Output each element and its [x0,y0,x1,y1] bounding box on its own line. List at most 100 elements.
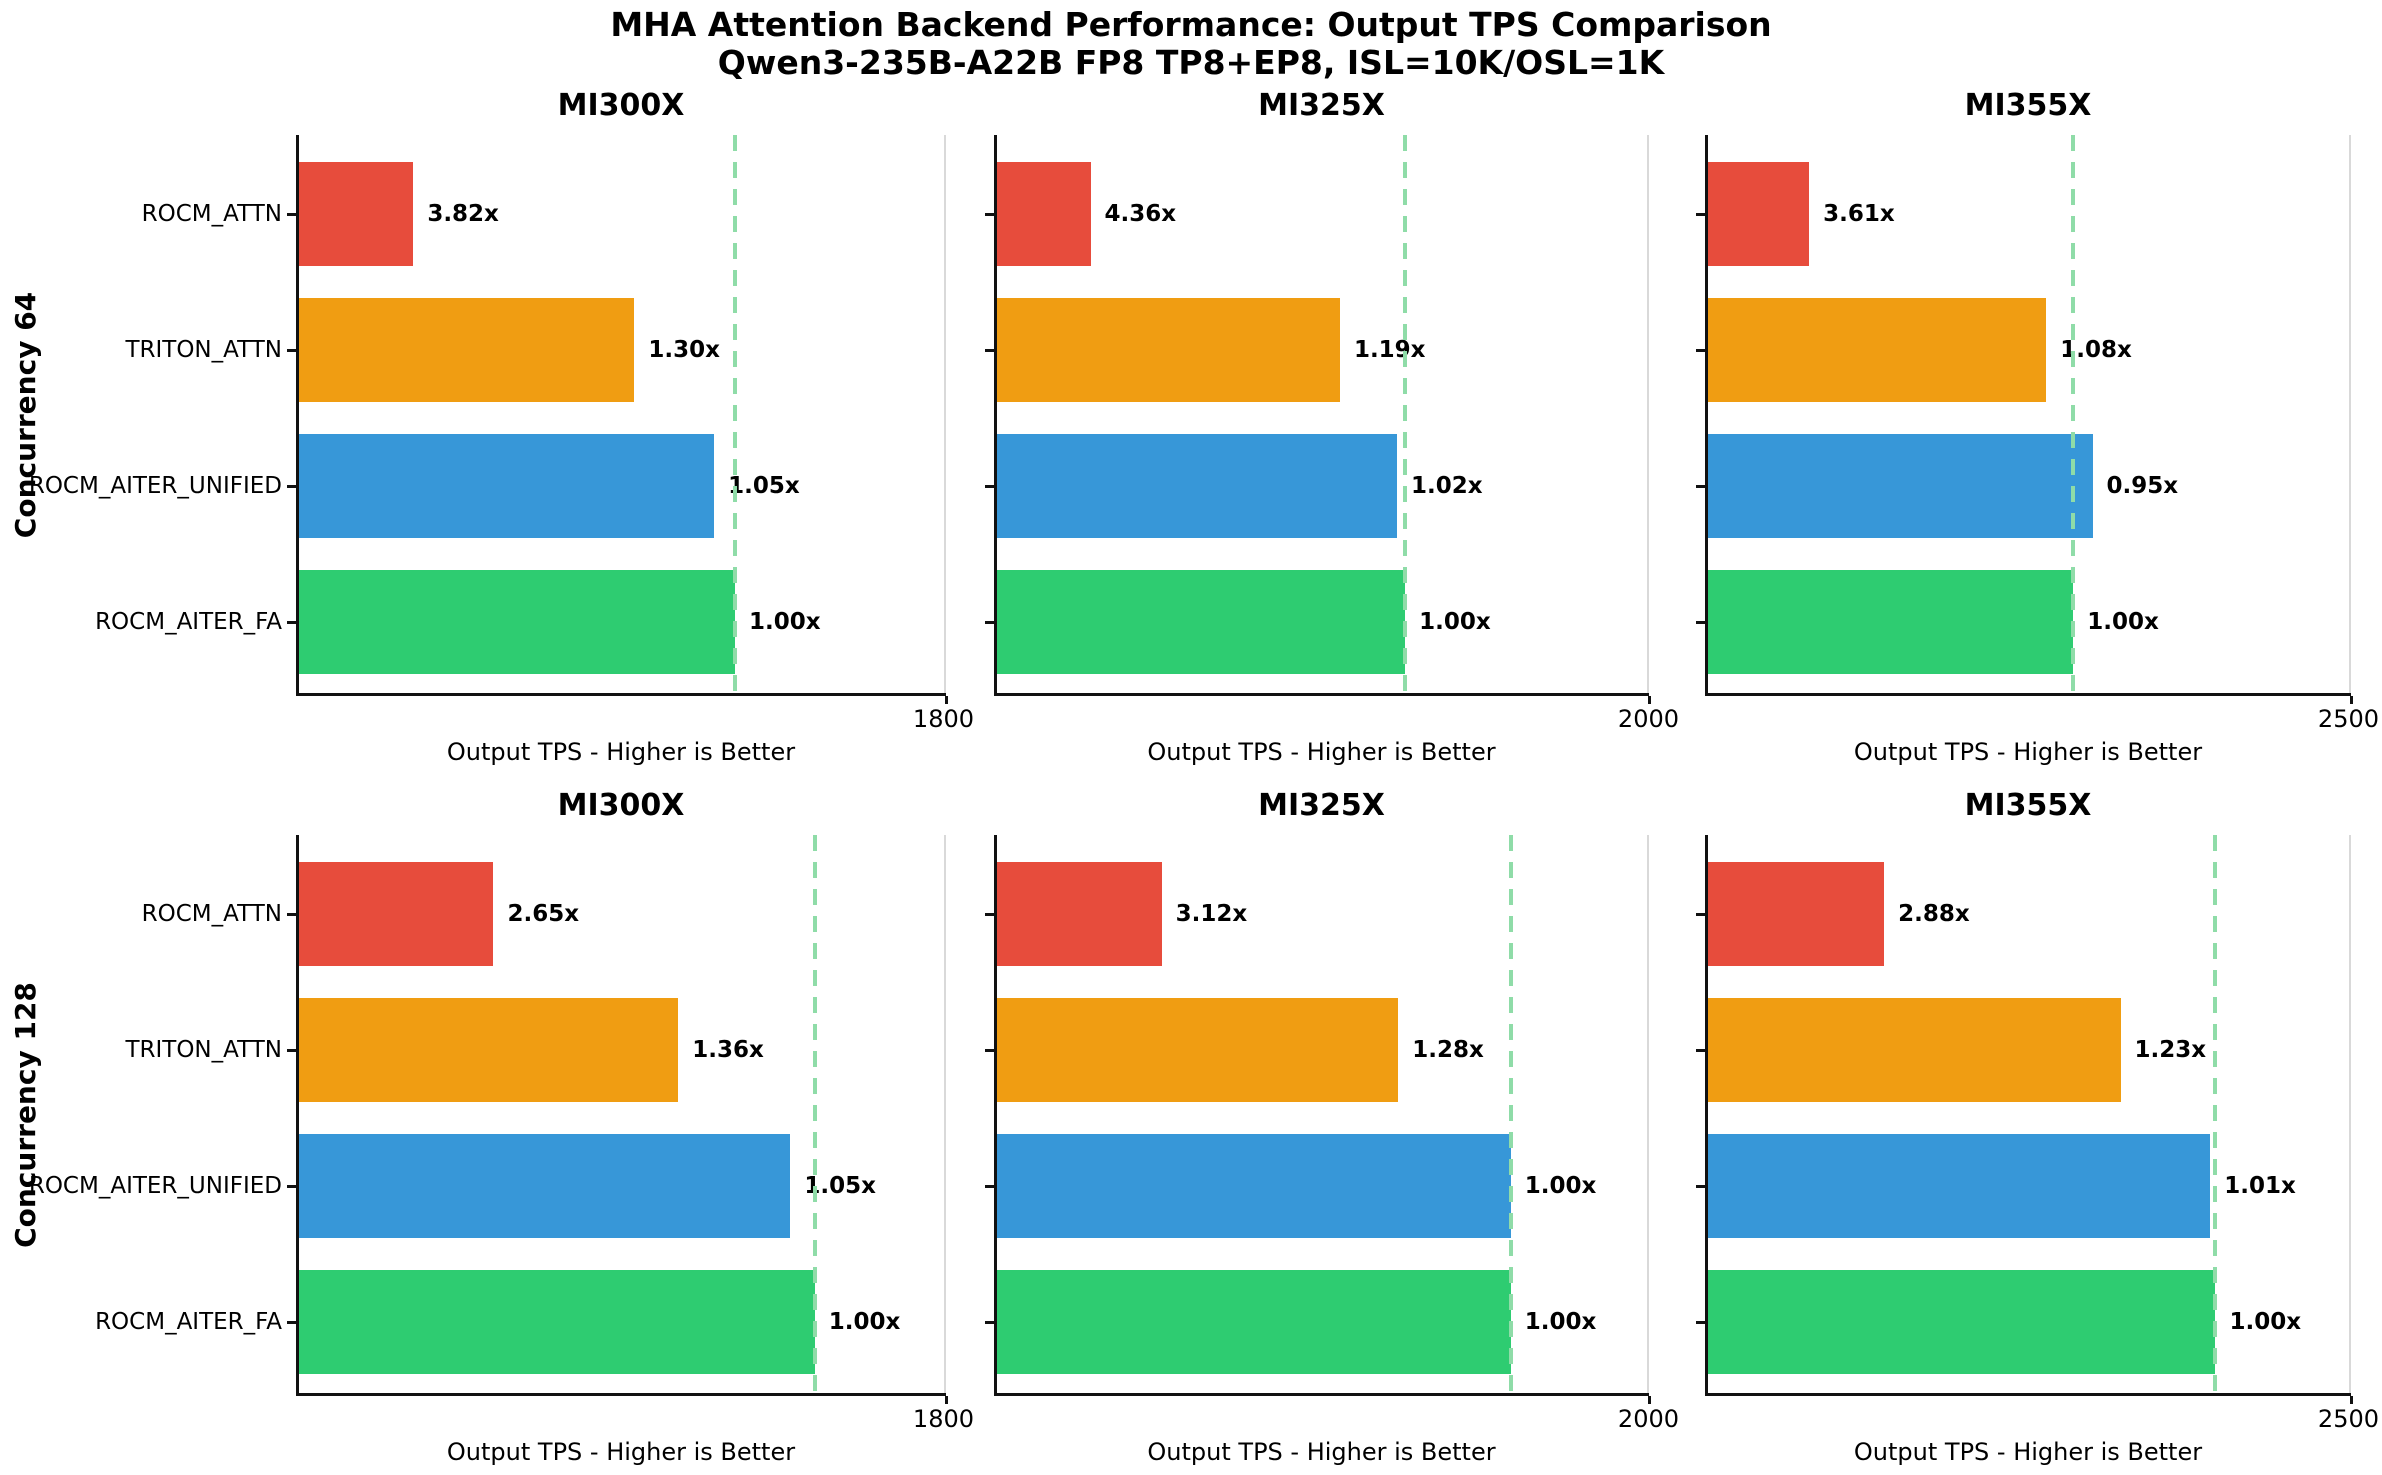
right-spine [944,835,946,1393]
x-max-tick-label: 1800 [912,705,974,733]
bar-rocm_aiter_fa [997,570,1406,674]
bar-rocm_attn [1708,862,1885,966]
y-tick-mark [287,620,296,624]
bar-value-label: 3.12x [1175,901,1248,927]
y-tick-mark [1696,1184,1705,1188]
y-tick-mark [1696,912,1705,916]
y-tick-mark [1696,620,1705,624]
y-tick-mark [287,348,296,352]
bar-rocm_aiter_unified [299,1134,791,1238]
bar-triton_attn [997,998,1399,1102]
y-tick-mark [985,620,994,624]
baseline-reference-line [2213,835,2218,1393]
bar-triton_attn [997,298,1340,402]
panel-title-mi300x-conc64: MI300X [557,88,685,123]
y-tick-mark [1696,484,1705,488]
bar-triton_attn [1708,298,2047,402]
y-tick-mark [985,912,994,916]
x-max-tick-mark [945,696,948,704]
bar-value-label: 1.00x [828,1309,901,1335]
figure-title: MHA Attention Backend Performance: Outpu… [610,5,1772,44]
bar-triton_attn [299,298,635,402]
x-axis-label: Output TPS - Higher is Better [1147,1438,1496,1466]
bar-value-label: 2.88x [1898,901,1970,927]
panel-title-mi355x-conc64: MI355X [1964,88,2092,123]
x-max-tick-mark [1648,1396,1651,1404]
figure-subtitle: Qwen3-235B-A22B FP8 TP8+EP8, ISL=10K/OSL… [717,43,1665,82]
panel-title-mi325x-conc64: MI325X [1258,88,1385,123]
bar-value-label: 1.05x [728,473,800,499]
baseline-reference-line [1403,135,1408,693]
bar-rocm_aiter_fa [997,1270,1511,1374]
bar-rocm_attn [997,162,1091,266]
y-tick-mark [287,1048,296,1052]
bar-value-label: 1.23x [2134,1037,2207,1063]
y-tick-label-rocm-attn: ROCM_ATTN [141,201,282,227]
bar-value-label: 4.36x [1104,201,1177,227]
y-tick-mark [985,212,994,216]
panel-plot-mi300x-conc128: 2.65x 1.36x 1.05x 1.00x [287,835,948,1404]
bar-value-label: 1.02x [1411,473,1483,499]
right-spine [944,135,946,693]
panel-plot-mi325x-conc64: 4.36x 1.19x 1.02x 1.00x [985,135,1651,704]
baseline-reference-line [812,835,817,1393]
y-tick-mark [1696,212,1705,216]
y-tick-mark [287,912,296,916]
bar-value-label: 3.82x [427,201,499,227]
bar-value-label: 1.30x [648,337,720,363]
x-max-tick-label: 2000 [1617,705,1679,733]
x-axis-label: Output TPS - Higher is Better [446,1438,796,1466]
bar-value-label: 1.01x [2224,1173,2296,1199]
bar-triton_attn [299,998,679,1102]
y-tick-mark [1696,1320,1705,1324]
y-tick-mark [287,484,296,488]
y-tick-label-rocm-aiter-fa: ROCM_AITER_FA [95,609,282,635]
y-tick-mark [985,1320,994,1324]
x-axis-label: Output TPS - Higher is Better [1853,738,2203,766]
y-tick-mark [1696,348,1705,352]
x-max-tick-label: 2000 [1617,1405,1679,1433]
bar-rocm_aiter_fa [299,1270,815,1374]
y-tick-label-rocm-aiter-fa: ROCM_AITER_FA [95,1309,282,1335]
bar-rocm_aiter_unified [997,1134,1511,1238]
panel-plot-mi355x-conc64: 3.61x 1.08x 0.95x 1.00x [1696,135,2353,704]
panel-plot-mi325x-conc128: 3.12x 1.28x 1.00x 1.00x [985,835,1651,1404]
bar-rocm_aiter_unified [299,434,715,538]
x-max-tick-mark [2350,1396,2353,1404]
bar-value-label: 2.65x [507,901,580,927]
y-tick-mark [287,212,296,216]
x-axis-label: Output TPS - Higher is Better [1853,1438,2203,1466]
bar-value-label: 1.00x [1524,1173,1597,1199]
baseline-reference-line [1508,835,1513,1393]
baseline-reference-line [2071,135,2076,693]
y-tick-label-rocm-aiter-unified: ROCM_AITER_UNIFIED [28,473,282,499]
bar-rocm_aiter_unified [997,434,1397,538]
x-max-tick-label: 2500 [2317,705,2379,733]
bar-value-label: 1.00x [749,609,821,635]
y-tick-label-rocm-attn: ROCM_ATTN [141,901,282,927]
panel-plot-mi300x-conc64: 3.82x 1.30x 1.05x 1.00x [287,135,948,704]
panel-title-mi355x-conc128: MI355X [1964,788,2092,823]
bar-value-label: 1.36x [692,1037,764,1063]
bar-rocm_attn [299,162,414,266]
bar-value-label: 1.28x [1412,1037,1484,1063]
x-axis-label: Output TPS - Higher is Better [1147,738,1496,766]
bar-value-label: 1.19x [1353,337,1426,363]
bar-value-label: 1.00x [2087,609,2159,635]
right-spine [1647,135,1649,693]
x-max-tick-label: 1800 [912,1405,974,1433]
bar-rocm_aiter_fa [299,570,735,674]
bar-rocm_aiter_fa [1708,1270,2216,1374]
bar-value-label: 0.95x [2106,473,2179,499]
panel-title-mi300x-conc128: MI300X [557,788,685,823]
y-tick-mark [985,1184,994,1188]
right-spine [1647,835,1649,1393]
bar-value-label: 1.00x [1419,609,1491,635]
y-tick-mark [287,1184,296,1188]
y-tick-mark [1696,1048,1705,1052]
x-axis-label: Output TPS - Higher is Better [446,738,796,766]
y-tick-mark [985,348,994,352]
bar-value-label: 1.00x [2229,1309,2302,1335]
y-tick-label-triton-attn: TRITON_ATTN [125,337,282,363]
